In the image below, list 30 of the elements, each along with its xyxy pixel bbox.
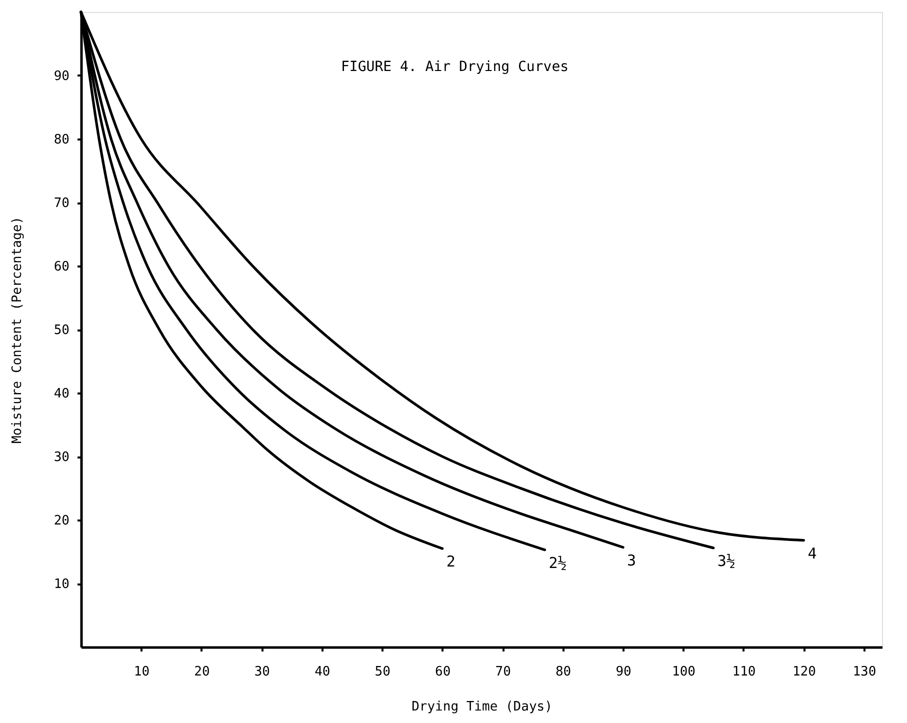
y-tick-label: 70 bbox=[54, 196, 70, 211]
y-tick-label: 50 bbox=[54, 323, 70, 338]
y-tick-label: 80 bbox=[54, 132, 70, 148]
x-tick-label: 90 bbox=[616, 664, 632, 680]
x-tick-label: 100 bbox=[672, 664, 696, 680]
x-tick-label: 80 bbox=[555, 664, 572, 680]
series-label: 2 bbox=[446, 552, 456, 571]
y-tick-label: 10 bbox=[54, 577, 70, 592]
x-tick-label: 40 bbox=[314, 664, 330, 680]
x-tick-label: 70 bbox=[495, 664, 511, 680]
y-tick-label: 40 bbox=[54, 386, 70, 402]
x-tick-label: 130 bbox=[852, 664, 876, 680]
text: FIGURE 4. Air Drying Curves bbox=[341, 59, 569, 75]
x-tick-label: 60 bbox=[435, 664, 451, 680]
series-label: 4 bbox=[808, 544, 817, 562]
x-tick-label: 20 bbox=[194, 664, 210, 680]
x-tick-label: 120 bbox=[792, 664, 816, 680]
x-tick-label: 10 bbox=[134, 664, 150, 680]
x-tick-label: 110 bbox=[732, 664, 756, 680]
series-label: 3½ bbox=[717, 552, 736, 570]
y-tick-label: 60 bbox=[54, 260, 70, 274]
y-tick-label: 20 bbox=[54, 514, 70, 528]
x-tick-label: 30 bbox=[254, 664, 270, 680]
y-axis-title: Moisture Content (Percentage) bbox=[10, 216, 25, 444]
y-tick-label: 30 bbox=[54, 450, 70, 465]
x-tick-label: 50 bbox=[374, 664, 390, 680]
y-tick-label: 90 bbox=[54, 69, 70, 84]
series-label: 3 bbox=[627, 551, 636, 570]
series-label: 2½ bbox=[548, 554, 567, 572]
x-axis-title: Drying Time (Days) bbox=[412, 700, 552, 714]
